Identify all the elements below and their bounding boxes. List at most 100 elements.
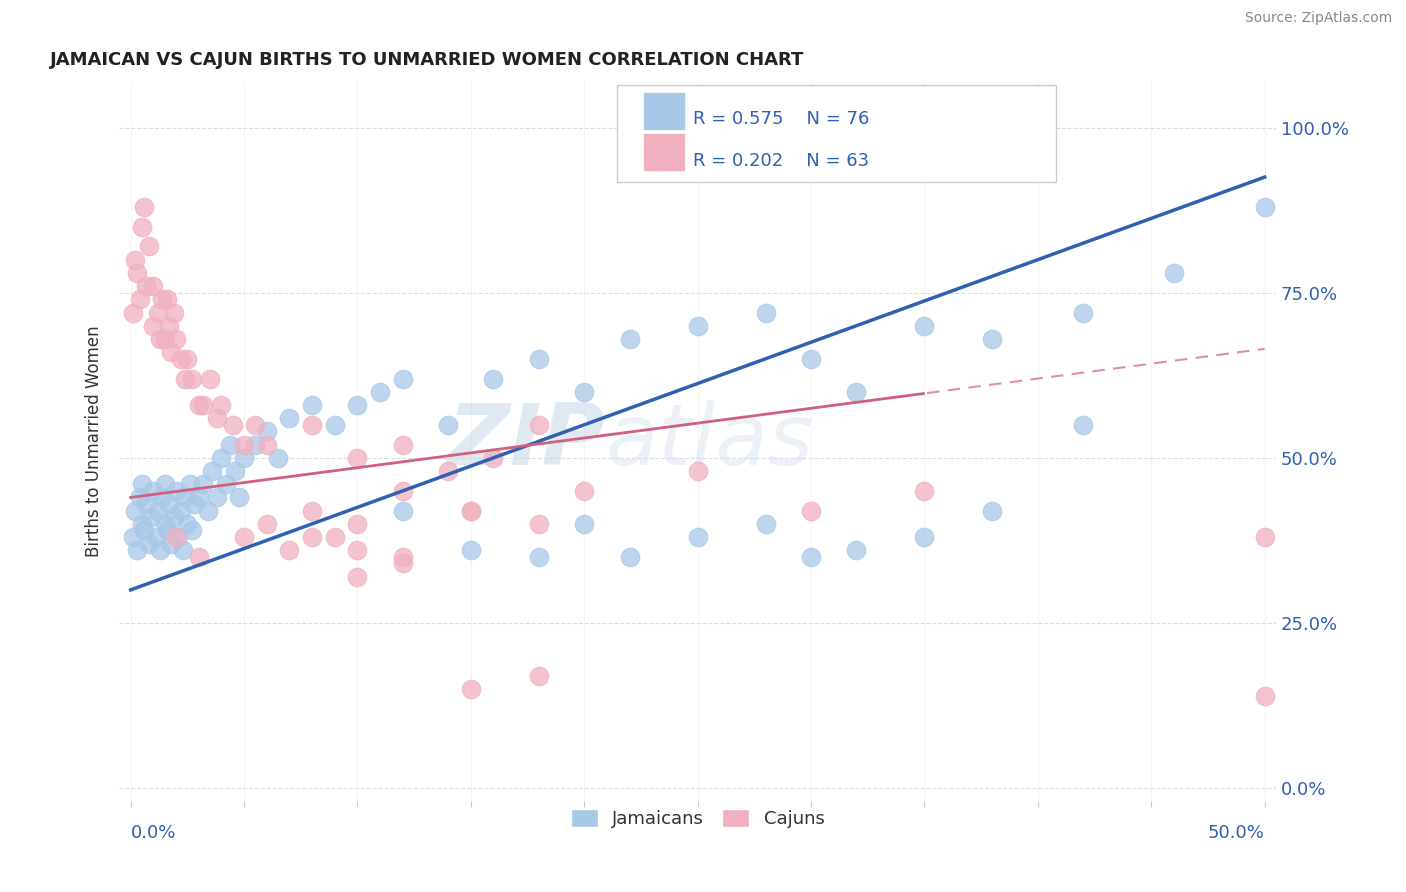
Point <box>131 219 153 234</box>
Point <box>167 530 190 544</box>
Point <box>174 371 197 385</box>
Point <box>219 437 242 451</box>
FancyBboxPatch shape <box>644 133 685 170</box>
Point <box>267 450 290 465</box>
Point <box>193 477 215 491</box>
Point <box>187 491 209 505</box>
Point <box>142 279 165 293</box>
Point <box>215 477 238 491</box>
Point <box>160 537 183 551</box>
Point <box>157 318 180 333</box>
Point <box>845 543 868 558</box>
Point <box>165 530 187 544</box>
Point <box>755 516 778 531</box>
Text: 50.0%: 50.0% <box>1208 824 1264 842</box>
Point <box>482 371 505 385</box>
Point <box>201 464 224 478</box>
Point <box>131 516 153 531</box>
Point <box>149 543 172 558</box>
Point <box>150 491 173 505</box>
Point <box>135 279 157 293</box>
Point <box>157 497 180 511</box>
Point <box>527 549 550 564</box>
Point <box>527 351 550 366</box>
Point <box>224 464 246 478</box>
Point <box>686 464 709 478</box>
Text: atlas: atlas <box>605 400 813 483</box>
Point <box>391 437 413 451</box>
Point <box>197 503 219 517</box>
Point <box>1253 530 1275 544</box>
Point <box>574 483 596 498</box>
Point <box>233 530 256 544</box>
Point <box>437 417 460 432</box>
Point <box>228 491 250 505</box>
Point <box>1163 266 1185 280</box>
Point <box>800 549 823 564</box>
Point <box>845 384 868 399</box>
Point <box>460 543 482 558</box>
Point <box>187 549 209 564</box>
Y-axis label: Births to Unmarried Women: Births to Unmarried Women <box>86 326 103 558</box>
Point <box>912 483 935 498</box>
Point <box>346 570 368 584</box>
Point <box>138 239 160 253</box>
Point <box>134 524 156 538</box>
Point <box>391 371 413 385</box>
Point <box>169 503 191 517</box>
Point <box>686 318 709 333</box>
Point <box>153 332 176 346</box>
Point <box>209 398 232 412</box>
Point <box>180 371 202 385</box>
Point <box>146 503 169 517</box>
Point <box>346 450 368 465</box>
Point <box>346 516 368 531</box>
Point <box>981 332 1004 346</box>
Point <box>278 411 301 425</box>
Point <box>174 491 197 505</box>
Point <box>128 491 150 505</box>
Point <box>800 503 823 517</box>
Point <box>163 305 186 319</box>
Point <box>156 524 179 538</box>
Point <box>134 200 156 214</box>
Point <box>165 332 187 346</box>
Point <box>256 425 278 439</box>
Point <box>391 557 413 571</box>
Point <box>391 483 413 498</box>
Point <box>180 524 202 538</box>
Point <box>135 497 157 511</box>
Point <box>156 293 179 307</box>
Point <box>165 483 187 498</box>
Point <box>145 530 167 544</box>
Point <box>139 510 162 524</box>
Point <box>460 503 482 517</box>
Point <box>124 503 146 517</box>
Text: JAMAICAN VS CAJUN BIRTHS TO UNMARRIED WOMEN CORRELATION CHART: JAMAICAN VS CAJUN BIRTHS TO UNMARRIED WO… <box>49 51 804 69</box>
Point <box>301 417 323 432</box>
Point <box>146 305 169 319</box>
Point <box>149 332 172 346</box>
Point <box>574 516 596 531</box>
Point <box>169 351 191 366</box>
Point <box>686 530 709 544</box>
Point <box>460 503 482 517</box>
Point <box>301 503 323 517</box>
Point <box>122 305 145 319</box>
Point <box>245 417 267 432</box>
Point <box>163 510 186 524</box>
Point <box>574 384 596 399</box>
Point <box>1071 305 1094 319</box>
FancyBboxPatch shape <box>617 85 1056 182</box>
Point <box>1253 689 1275 703</box>
Point <box>278 543 301 558</box>
Point <box>460 681 482 696</box>
Point <box>301 398 323 412</box>
Point <box>391 549 413 564</box>
Point <box>346 398 368 412</box>
Point <box>527 669 550 683</box>
Point <box>912 530 935 544</box>
Point <box>153 477 176 491</box>
Point <box>138 537 160 551</box>
Point <box>755 305 778 319</box>
